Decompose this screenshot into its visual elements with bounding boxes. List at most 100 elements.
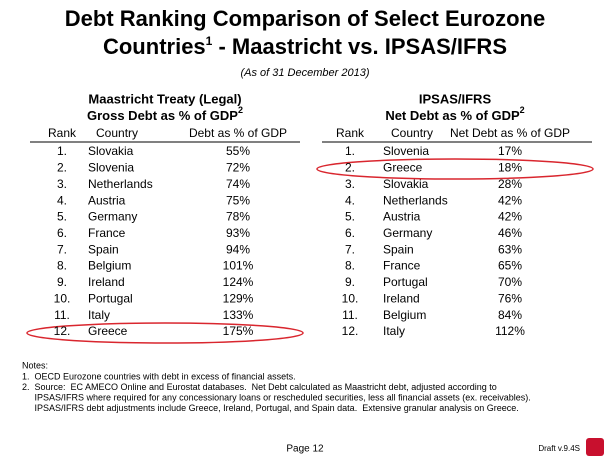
rank: 9. bbox=[57, 275, 67, 289]
column-header: Net Debt as % of GDP bbox=[450, 126, 570, 140]
country: Netherlands bbox=[383, 193, 448, 207]
rank: 10. bbox=[342, 291, 359, 305]
rank: 7. bbox=[57, 242, 67, 256]
title: Countries1 - Maastricht vs. IPSAS/IFRS bbox=[103, 34, 507, 59]
value: 129% bbox=[223, 291, 254, 305]
country: Belgium bbox=[383, 308, 426, 322]
value: 112% bbox=[495, 324, 525, 338]
table-subheading: Gross Debt as % of GDP2 bbox=[87, 105, 243, 123]
value: 72% bbox=[226, 161, 250, 175]
value: 28% bbox=[498, 177, 522, 191]
table-subheading: Net Debt as % of GDP2 bbox=[385, 105, 524, 123]
title-part: - Maastricht vs. IPSAS/IFRS bbox=[212, 34, 507, 59]
subheading-text: Net Debt as % of GDP bbox=[385, 108, 520, 123]
value: 17% bbox=[498, 144, 522, 158]
value: 65% bbox=[498, 259, 522, 273]
rank: 12. bbox=[342, 324, 359, 338]
title-part: Countries bbox=[103, 34, 206, 59]
logo-icon bbox=[586, 438, 604, 456]
country: Ireland bbox=[88, 275, 125, 289]
value: 84% bbox=[498, 308, 522, 322]
rank: 12. bbox=[54, 324, 71, 338]
table-heading: IPSAS/IFRS bbox=[419, 91, 492, 106]
country: Germany bbox=[88, 210, 137, 224]
footnote-mark: 1 bbox=[206, 34, 213, 48]
country: Italy bbox=[383, 324, 405, 338]
rank: 5. bbox=[57, 210, 67, 224]
value: 55% bbox=[226, 144, 250, 158]
title: Debt Ranking Comparison of Select Eurozo… bbox=[65, 6, 545, 31]
value: 70% bbox=[498, 275, 522, 289]
value: 78% bbox=[226, 210, 250, 224]
rank: 3. bbox=[345, 177, 355, 191]
value: 63% bbox=[498, 242, 522, 256]
country: Slovenia bbox=[88, 161, 134, 175]
value: 175% bbox=[223, 324, 254, 338]
rank: 5. bbox=[345, 210, 355, 224]
rank: 4. bbox=[57, 193, 67, 207]
rank: 6. bbox=[345, 226, 355, 240]
country: Austria bbox=[383, 210, 421, 224]
column-header: Country bbox=[96, 126, 138, 140]
value: 93% bbox=[226, 226, 250, 240]
rank: 3. bbox=[57, 177, 67, 191]
rank: 11. bbox=[54, 308, 70, 322]
rank: 11. bbox=[342, 308, 358, 322]
rank: 7. bbox=[345, 242, 355, 256]
column-header: Rank bbox=[48, 126, 77, 140]
country: Greece bbox=[383, 161, 423, 175]
country: France bbox=[383, 259, 421, 273]
country: Ireland bbox=[383, 291, 420, 305]
country: Italy bbox=[88, 308, 110, 322]
highlight-oval bbox=[316, 158, 594, 180]
country: Austria bbox=[88, 193, 126, 207]
country: Germany bbox=[383, 226, 432, 240]
footnote-mark: 2 bbox=[238, 105, 243, 115]
note-line: IPSAS/IFRS debt adjustments include Gree… bbox=[22, 403, 519, 413]
rank: 8. bbox=[57, 259, 67, 273]
table-heading: Maastricht Treaty (Legal) bbox=[88, 91, 241, 106]
country: France bbox=[88, 226, 126, 240]
value: 124% bbox=[223, 275, 254, 289]
notes-label: Notes: bbox=[22, 360, 48, 370]
country: Portugal bbox=[383, 275, 428, 289]
value: 18% bbox=[498, 161, 522, 175]
value: 94% bbox=[226, 242, 250, 256]
value: 42% bbox=[498, 193, 522, 207]
subtitle: (As of 31 December 2013) bbox=[240, 67, 369, 79]
note-line: 2. Source: EC AMECO Online and Eurostat … bbox=[22, 382, 497, 392]
rank: 10. bbox=[54, 291, 71, 305]
note-line: IPSAS/IFRS where required for any conces… bbox=[22, 392, 531, 402]
rank: 1. bbox=[345, 144, 355, 158]
column-header: Country bbox=[391, 126, 433, 140]
value: 42% bbox=[498, 210, 522, 224]
country: Spain bbox=[88, 242, 119, 256]
country: Slovakia bbox=[383, 177, 429, 191]
draft-label: Draft v.9.4S bbox=[538, 444, 580, 453]
column-header: Debt as % of GDP bbox=[189, 126, 287, 140]
country: Portugal bbox=[88, 291, 133, 305]
country: Spain bbox=[383, 242, 414, 256]
country: Belgium bbox=[88, 259, 131, 273]
country: Greece bbox=[88, 324, 128, 338]
rank: 2. bbox=[57, 161, 67, 175]
rank: 8. bbox=[345, 259, 355, 273]
value: 46% bbox=[498, 226, 522, 240]
subheading-text: Gross Debt as % of GDP bbox=[87, 108, 238, 123]
country: Netherlands bbox=[88, 177, 153, 191]
page-number: Page 12 bbox=[286, 444, 324, 455]
column-header: Rank bbox=[336, 126, 365, 140]
rank: 1. bbox=[57, 144, 67, 158]
value: 74% bbox=[226, 177, 250, 191]
rank: 2. bbox=[345, 161, 355, 175]
highlight-oval bbox=[26, 322, 304, 344]
country: Slovenia bbox=[383, 144, 429, 158]
country: Slovakia bbox=[88, 144, 134, 158]
note-line: 1. OECD Eurozone countries with debt in … bbox=[22, 371, 296, 381]
value: 75% bbox=[226, 193, 250, 207]
value: 101% bbox=[223, 259, 254, 273]
value: 76% bbox=[498, 291, 522, 305]
rank: 6. bbox=[57, 226, 67, 240]
